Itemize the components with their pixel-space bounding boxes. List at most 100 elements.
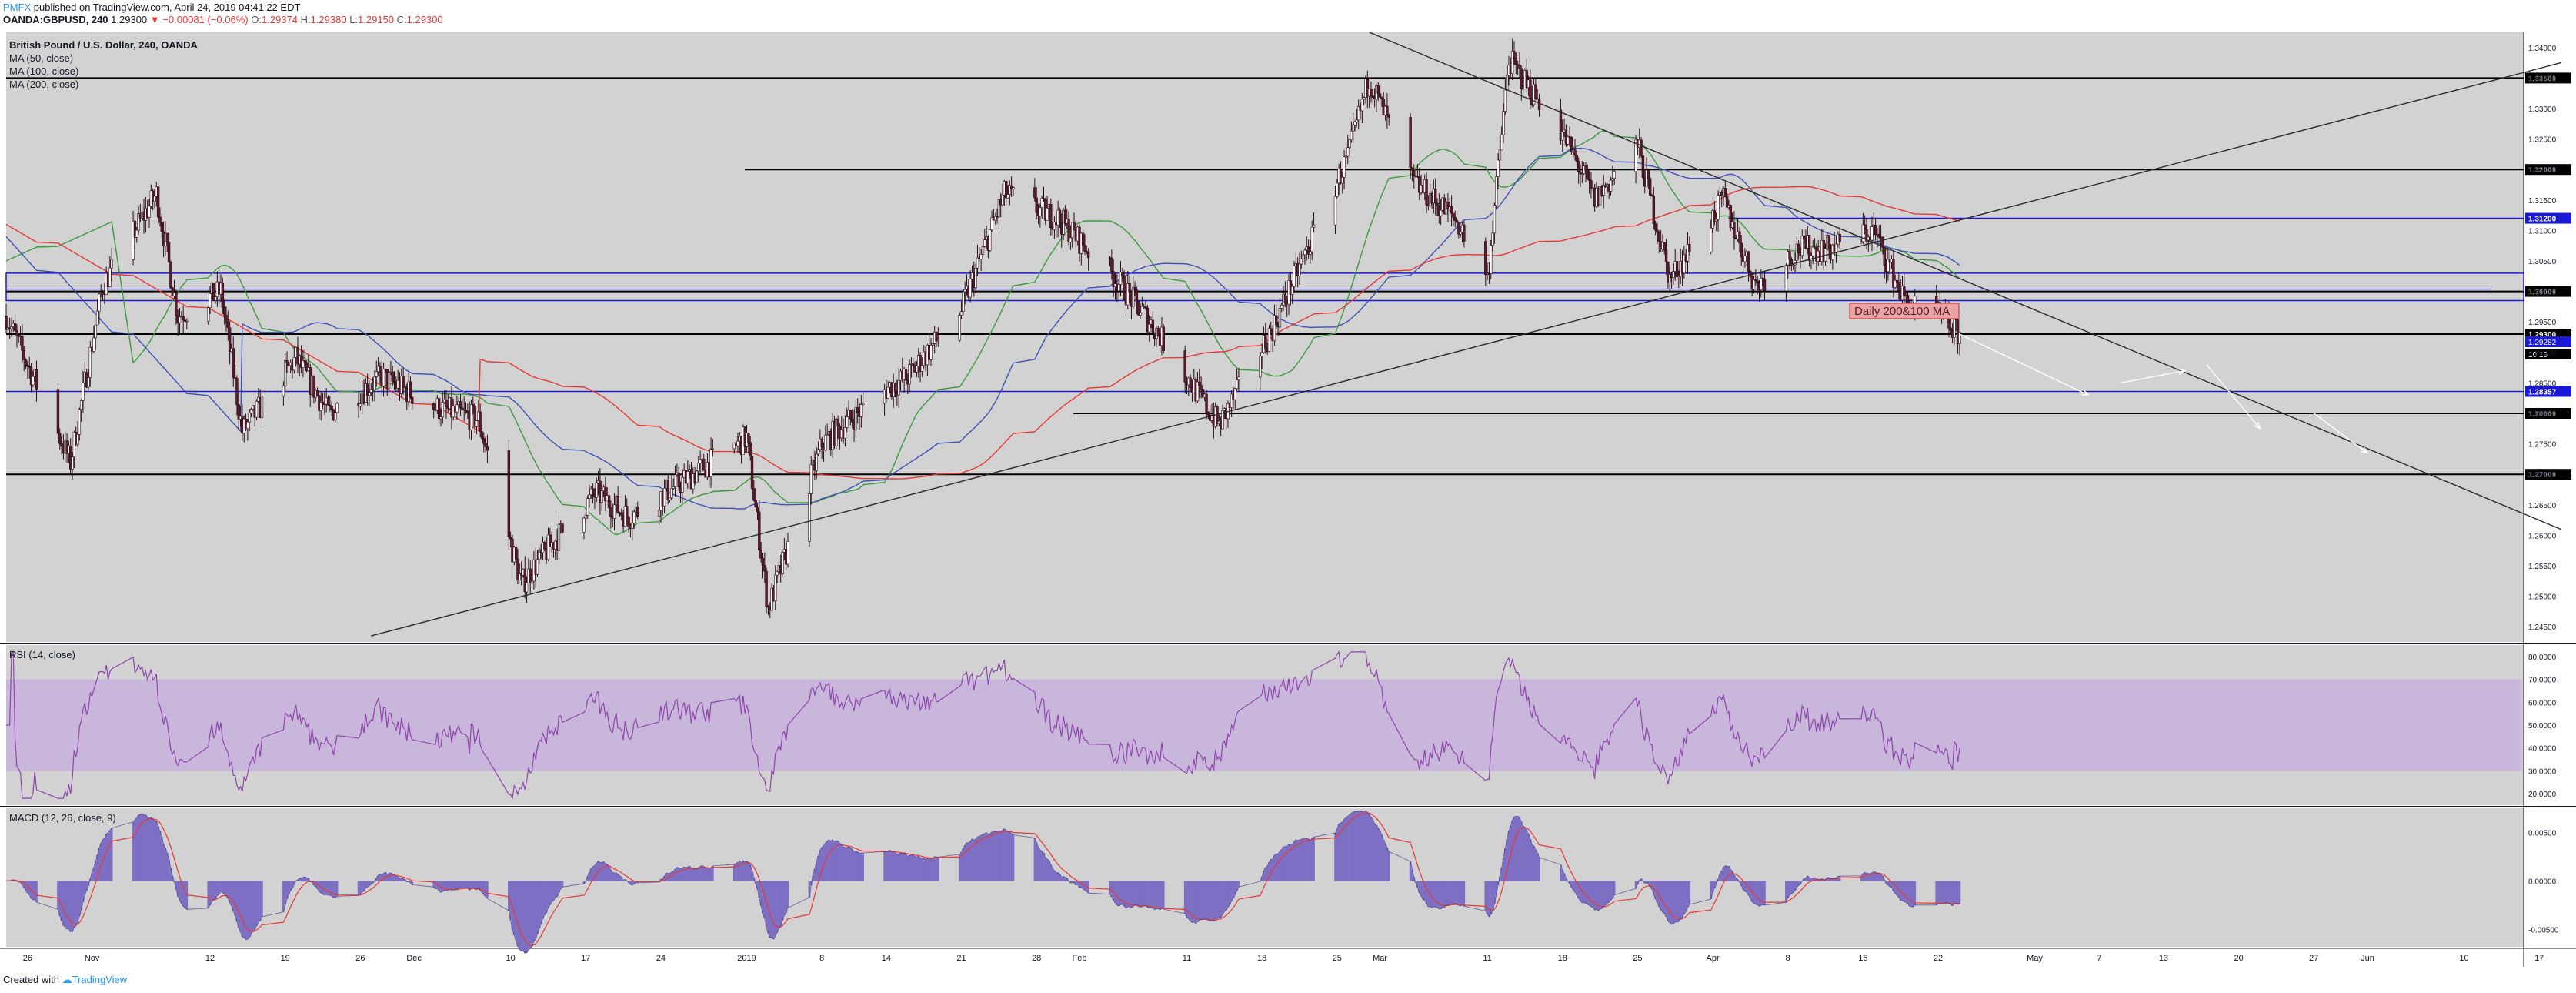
candle[interactable] (1807, 235, 1811, 261)
candle[interactable] (507, 450, 511, 538)
candle[interactable] (929, 345, 933, 360)
legend-ma200[interactable]: MA (200, close) (9, 79, 79, 90)
candle[interactable] (1348, 139, 1351, 148)
candle[interactable] (1640, 139, 1643, 156)
candle[interactable] (1156, 327, 1160, 336)
candle[interactable] (1221, 410, 1224, 430)
candle[interactable] (1409, 116, 1412, 168)
candle[interactable] (776, 571, 779, 576)
candle[interactable] (56, 389, 60, 434)
candle[interactable] (1189, 377, 1192, 388)
candle[interactable] (1046, 208, 1049, 221)
candle[interactable] (1360, 99, 1364, 112)
candle[interactable] (786, 541, 789, 565)
candle[interactable] (1715, 219, 1718, 222)
candle[interactable] (1570, 136, 1573, 152)
candle[interactable] (516, 558, 519, 581)
candle[interactable] (382, 369, 385, 386)
candle[interactable] (1463, 224, 1466, 242)
candle[interactable] (1559, 109, 1563, 141)
candle[interactable] (1802, 235, 1806, 239)
candle[interactable] (1004, 181, 1008, 199)
candle[interactable] (1459, 232, 1462, 235)
candle[interactable] (1119, 272, 1123, 285)
candle[interactable] (1672, 271, 1675, 278)
candle[interactable] (98, 293, 101, 312)
candle[interactable] (1634, 139, 1637, 172)
candle[interactable] (373, 376, 376, 390)
price-axis[interactable] (2524, 32, 2576, 947)
candle[interactable] (1387, 115, 1390, 118)
candle[interactable] (1677, 276, 1680, 278)
candle[interactable] (1371, 95, 1375, 98)
candle[interactable] (329, 404, 332, 406)
candle[interactable] (1686, 244, 1690, 262)
candle[interactable] (632, 511, 636, 524)
projection-arrow[interactable] (1959, 333, 2089, 396)
candle[interactable] (525, 583, 529, 593)
candle[interactable] (1040, 198, 1043, 208)
candle[interactable] (919, 355, 922, 372)
candle[interactable] (24, 359, 28, 366)
candle[interactable] (859, 404, 863, 417)
candle[interactable] (1861, 224, 1865, 242)
candle[interactable] (1293, 266, 1296, 287)
candle[interactable] (673, 474, 677, 487)
candle[interactable] (1206, 412, 1210, 416)
candle[interactable] (1657, 232, 1660, 242)
candle[interactable] (1579, 172, 1582, 175)
candle[interactable] (1838, 233, 1841, 242)
macd-signal-line[interactable] (5, 812, 1960, 946)
candle[interactable] (1561, 132, 1564, 141)
candle[interactable] (1300, 258, 1303, 265)
candle[interactable] (1790, 259, 1794, 266)
projection-arrow[interactable] (2313, 413, 2368, 454)
candle[interactable] (1788, 251, 1791, 260)
candle[interactable] (1797, 243, 1800, 254)
candle[interactable] (469, 404, 473, 430)
candle[interactable] (365, 383, 369, 396)
candle[interactable] (148, 206, 151, 218)
candle[interactable] (1865, 229, 1868, 242)
candle[interactable] (1144, 306, 1147, 309)
candle[interactable] (1035, 197, 1038, 213)
candle[interactable] (1151, 319, 1155, 333)
candle[interactable] (369, 389, 372, 393)
candle[interactable] (1956, 319, 1960, 344)
candle[interactable] (475, 420, 479, 427)
candle[interactable] (76, 434, 79, 445)
projection-arrow[interactable] (2206, 364, 2261, 430)
candle[interactable] (636, 507, 639, 517)
candle[interactable] (1198, 381, 1201, 386)
candle[interactable] (1006, 194, 1009, 199)
candle[interactable] (178, 316, 182, 323)
candle[interactable] (1453, 217, 1457, 221)
candle[interactable] (1339, 169, 1343, 184)
candle[interactable] (1290, 286, 1294, 295)
candle[interactable] (1366, 78, 1370, 97)
candle[interactable] (1147, 323, 1151, 333)
candle[interactable] (736, 440, 739, 446)
candle[interactable] (1491, 232, 1494, 246)
candle[interactable] (330, 406, 333, 410)
candle[interactable] (158, 216, 162, 223)
candle[interactable] (1505, 75, 1509, 91)
candle[interactable] (379, 366, 382, 373)
candle[interactable] (1139, 312, 1142, 316)
candle[interactable] (557, 524, 561, 551)
candle[interactable] (78, 409, 82, 435)
candle[interactable] (260, 396, 264, 419)
candle[interactable] (1012, 187, 1015, 189)
candle[interactable] (58, 433, 62, 444)
candle[interactable] (437, 398, 441, 420)
projection-arrow[interactable] (2121, 369, 2185, 384)
candle[interactable] (849, 410, 853, 420)
candle[interactable] (983, 239, 986, 247)
rsi-legend[interactable]: RSI (14, close) (9, 649, 75, 660)
candle[interactable] (1346, 147, 1350, 157)
candle[interactable] (1439, 209, 1443, 216)
candle[interactable] (1740, 242, 1743, 258)
candle[interactable] (529, 568, 532, 583)
candle[interactable] (672, 486, 675, 489)
candle[interactable] (1410, 167, 1414, 171)
